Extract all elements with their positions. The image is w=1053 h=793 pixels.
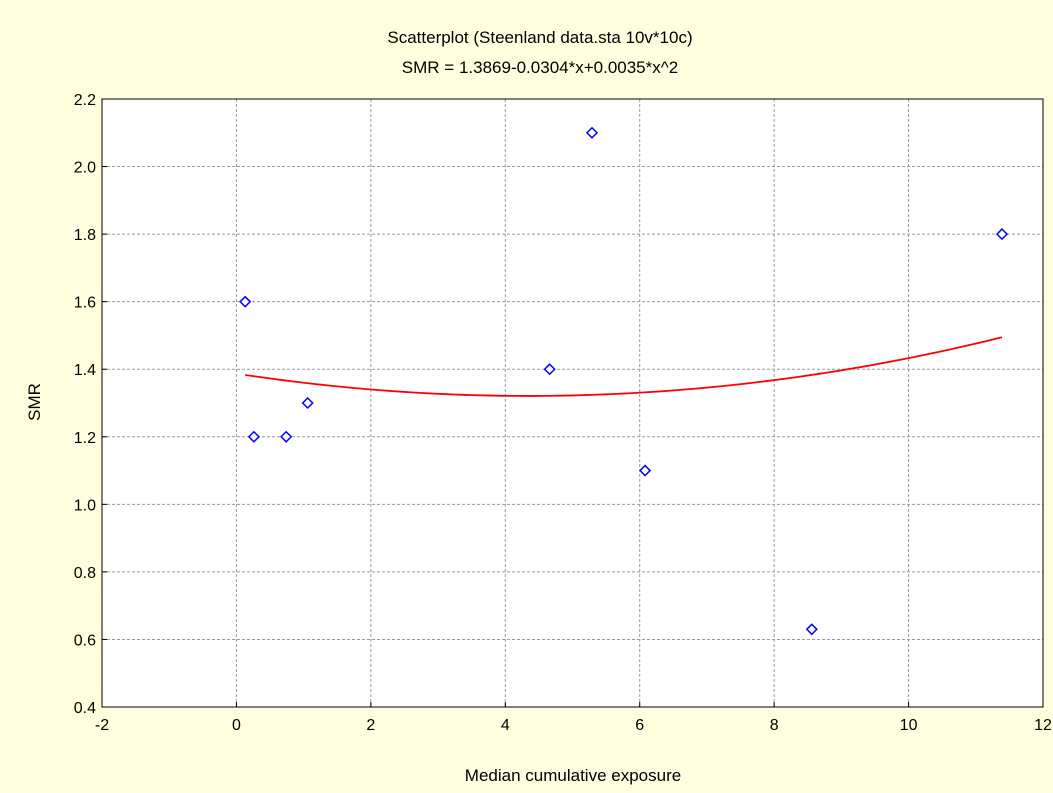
data-point (805, 623, 818, 636)
y-tick-label: 0.6 (74, 632, 96, 649)
plot-frame (101, 98, 1044, 708)
y-tick-label: 2.2 (74, 92, 96, 109)
fit-curve (245, 336, 1003, 397)
chart-subtitle: SMR = 1.3869-0.0304*x+0.0035*x^2 (402, 58, 678, 77)
y-tick-label: 1.2 (74, 430, 96, 447)
y-tick-label: 1.8 (74, 227, 96, 244)
x-tick-label: 4 (501, 717, 510, 734)
y-tick-label: 1.4 (74, 362, 96, 379)
x-tick-label: -2 (95, 717, 109, 734)
x-tick-label: 2 (366, 717, 375, 734)
x-tick-label: 6 (635, 717, 644, 734)
data-point (639, 464, 652, 477)
chart-title: Scatterplot (Steenland data.sta 10v*10c) (387, 28, 692, 47)
data-point (247, 430, 260, 443)
data-point (239, 295, 252, 308)
x-tick-label: 10 (900, 717, 918, 734)
x-axis-label: Median cumulative exposure (465, 766, 681, 785)
plot-background (102, 99, 1043, 707)
data-point (301, 396, 314, 410)
data-point (280, 430, 293, 443)
x-tick-label: 8 (770, 717, 779, 734)
y-tick-label: 2.0 (74, 160, 96, 177)
x-tick-label: 0 (232, 717, 241, 734)
plot-area: -2 0 2 4 6 8 10 12 0.4 0.6 0.8 1.0 1.2 1.4 1.6 1.8 2.0 2.… (74, 92, 1052, 734)
data-point (543, 363, 556, 376)
y-tick-label: 1.6 (74, 295, 96, 312)
y-tick-label: 1.0 (74, 497, 96, 514)
data-point (585, 126, 599, 139)
y-axis-label: SMR (25, 383, 44, 421)
y-tick-label: 0.8 (74, 565, 96, 582)
data-point (995, 228, 1009, 241)
x-tick-label: 12 (1034, 717, 1052, 734)
y-tick-label: 0.4 (74, 700, 96, 717)
